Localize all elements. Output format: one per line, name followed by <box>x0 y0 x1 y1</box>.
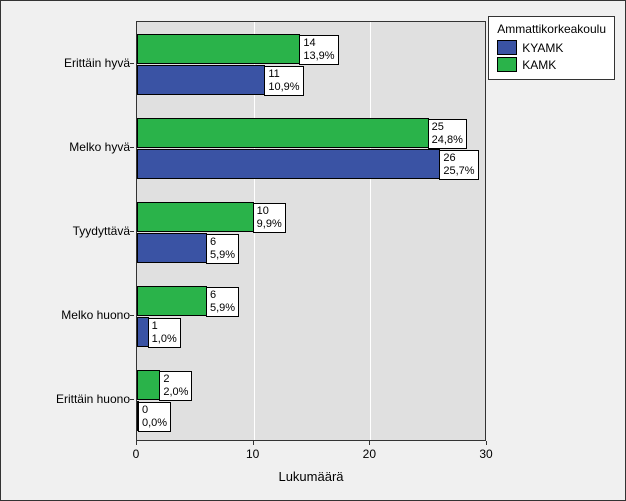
bar-label-kamk: 109,9% <box>253 203 286 233</box>
x-axis-title: Lukumäärä <box>136 469 486 484</box>
bar-label-kamk: 2524,8% <box>428 119 467 149</box>
bar-label-kamk: 22,0% <box>159 371 192 401</box>
y-category-label: Tyydyttävä <box>73 224 130 238</box>
bar-label-kyamk: 1110,9% <box>264 66 303 96</box>
legend-item-kyamk: KYAMK <box>497 40 606 55</box>
legend-title: Ammattikorkeakoulu <box>497 22 606 36</box>
legend-item-kamk: KAMK <box>497 57 606 72</box>
bar-kyamk: 65,9% <box>137 233 207 263</box>
bar-kamk: 22,0% <box>137 370 160 400</box>
bar-kamk: 2524,8% <box>137 118 429 148</box>
legend-swatch-kyamk <box>497 40 517 55</box>
legend: Ammattikorkeakoulu KYAMK KAMK <box>488 16 615 80</box>
x-tick-label: 30 <box>479 447 492 461</box>
x-tick-label: 10 <box>246 447 259 461</box>
bar-label-kyamk: 00,0% <box>138 402 171 432</box>
bar-kyamk: 00,0% <box>137 401 139 431</box>
y-category-label: Melko huono <box>61 308 130 322</box>
bar-label-kamk: 1413,9% <box>299 35 338 65</box>
bar-label-kyamk: 65,9% <box>206 234 239 264</box>
legend-label-kyamk: KYAMK <box>522 41 563 55</box>
bar-kyamk: 11,0% <box>137 317 149 347</box>
bar-label-kyamk: 11,0% <box>148 318 181 348</box>
y-category-label: Erittäin huono <box>56 392 130 406</box>
legend-label-kamk: KAMK <box>522 58 556 72</box>
bar-kamk: 65,9% <box>137 286 207 316</box>
bar-label-kyamk: 2625,7% <box>439 150 478 180</box>
bar-kamk: 109,9% <box>137 202 254 232</box>
x-tick-label: 20 <box>363 447 376 461</box>
plot-area: 1413,9%1110,9%2524,8%2625,7%109,9%65,9%6… <box>136 21 486 441</box>
bar-kyamk: 2625,7% <box>137 149 440 179</box>
chart-container: 1413,9%1110,9%2524,8%2625,7%109,9%65,9%6… <box>0 0 626 501</box>
legend-swatch-kamk <box>497 57 517 72</box>
y-category-label: Melko hyvä <box>69 140 130 154</box>
x-tick-label: 0 <box>133 447 140 461</box>
bar-label-kamk: 65,9% <box>206 287 239 317</box>
bar-kyamk: 1110,9% <box>137 65 265 95</box>
bar-kamk: 1413,9% <box>137 34 300 64</box>
y-category-label: Erittäin hyvä <box>64 56 130 70</box>
